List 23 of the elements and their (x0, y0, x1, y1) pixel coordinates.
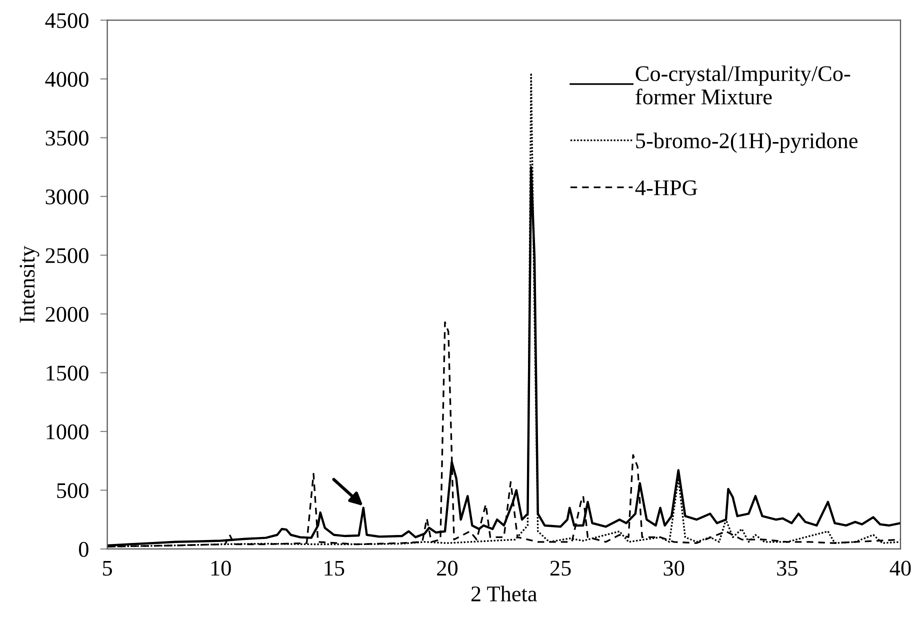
legend-label: 4-HPG (635, 180, 698, 196)
y-tick-label: 2500 (46, 248, 88, 264)
x-tick-label: 5 (103, 560, 112, 576)
x-tick-label: 20 (437, 560, 458, 576)
legend-label: Co-crystal/Impurity/Co-former Mixture (636, 66, 850, 104)
y-tick-label: 4500 (45, 13, 88, 28)
y-tick-label: 1000 (46, 424, 88, 440)
y-tick-label: 500 (57, 483, 88, 498)
y-tick-label: 2000 (46, 306, 88, 322)
x-tick-label: 30 (664, 560, 684, 576)
legend-label: 5-bromo-2(1H)-pyridone (636, 132, 858, 153)
x-tick-label: 25 (550, 560, 571, 576)
y-tick-label: 3000 (46, 189, 88, 204)
y-tick-label: 3500 (46, 130, 88, 146)
x-tick-label: 35 (777, 560, 798, 576)
x-axis-title: 2 Theta (471, 586, 538, 602)
y-tick-label: 1500 (46, 366, 88, 381)
x-tick-label: 40 (890, 560, 911, 576)
y-tick-label: 0 (78, 542, 88, 557)
x-tick-label: 15 (324, 560, 344, 576)
y-axis-title: Intensity (20, 246, 40, 323)
x-tick-label: 10 (211, 560, 231, 576)
y-tick-label: 4000 (45, 72, 88, 87)
